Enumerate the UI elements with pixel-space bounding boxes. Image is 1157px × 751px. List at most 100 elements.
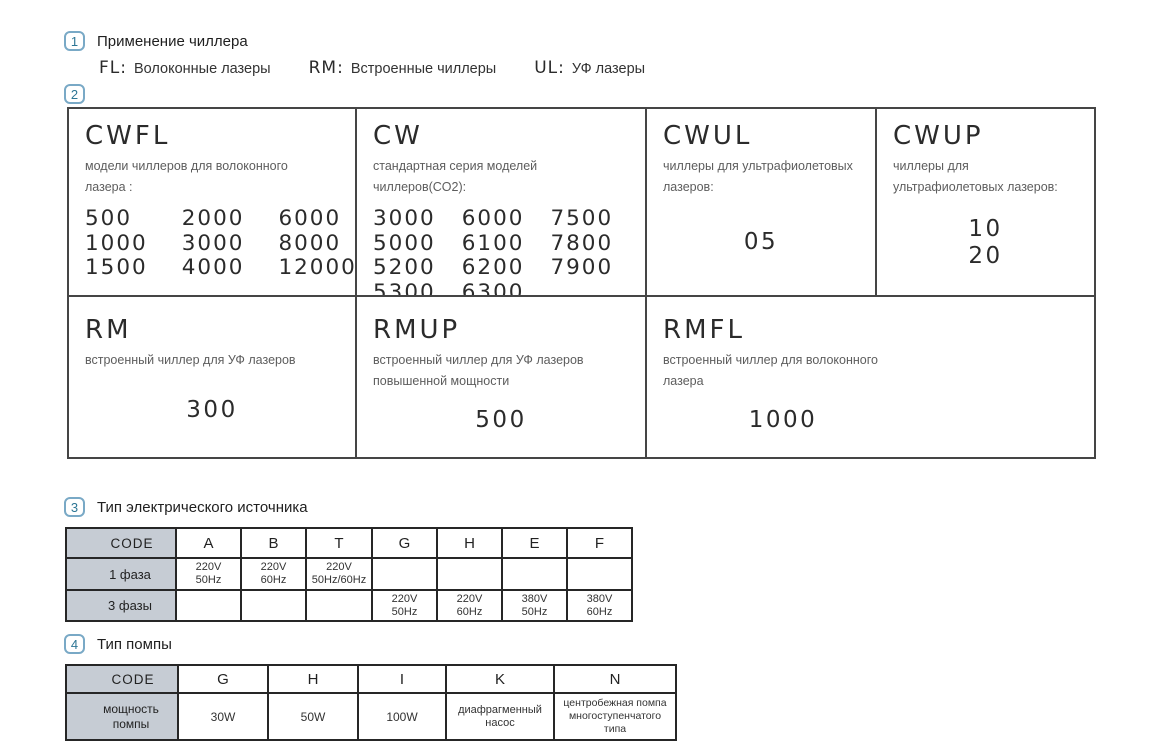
model-numbers-cwfl: 500 1000 1500 2000 3000 4000 6000 8000 1… [85, 206, 355, 281]
power-table-corner: CODE [65, 527, 177, 559]
model-name-cwfl: CWFL [85, 121, 171, 151]
power-code-f: F [566, 527, 633, 559]
model-number: 5200 [373, 255, 436, 280]
model-numbers-rm: 300 [85, 371, 339, 449]
pump-code-k: K [445, 664, 555, 694]
power-code-g: G [371, 527, 438, 559]
model-number-column: 6000 8000 12000 [278, 206, 357, 281]
power-code-a: A [175, 527, 242, 559]
section3-header: 3 Тип электрического источника [64, 497, 308, 517]
power-value: 220V 50Hz/60Hz [305, 557, 373, 591]
power-table-header-row: CODE A B T G H E F [65, 527, 633, 559]
model-number-column: 500 1000 1500 [85, 206, 148, 281]
model-number: 6000 [278, 206, 342, 231]
model-number: 3000 [181, 230, 245, 256]
legend-code-rm: RM: [308, 58, 344, 78]
model-numbers-rmup: 500 [373, 392, 629, 449]
model-number: 05 [743, 229, 779, 255]
model-number-column: 2000 3000 4000 [181, 206, 245, 281]
model-desc-rmfl: встроенный чиллер для волоконного лазера [663, 353, 878, 388]
model-number: 3000 [373, 206, 436, 231]
model-desc-cwul: чиллеры для ультрафиолетовых лазеров: [663, 159, 853, 194]
legend-item-rm: RM: Встроенные чиллеры [309, 58, 497, 78]
model-number: 6100 [461, 230, 525, 256]
legend-code-fl: FL: [99, 58, 127, 78]
power-row-label-1phase: 1 фаза [65, 557, 177, 591]
pump-value-centrifugal: центробежная помпа многоступенчатого тип… [553, 692, 677, 741]
section4-header: 4 Тип помпы [64, 634, 172, 654]
model-grid-row-bottom: RM встроенный чиллер для УФ лазеров 300 … [69, 297, 1094, 457]
model-cell-rm: RM встроенный чиллер для УФ лазеров 300 [69, 297, 357, 457]
power-code-h: H [436, 527, 503, 559]
section2-number-badge: 2 [64, 84, 85, 104]
model-cell-cwul: CWUL чиллеры для ультрафиолетовых лазеро… [647, 109, 877, 295]
section1-number-badge: 1 [64, 31, 85, 51]
model-number: 20 [968, 242, 1003, 269]
model-number-column: 7500 7800 7900 [550, 206, 614, 295]
power-row-label-3phase: 3 фазы [65, 589, 177, 622]
power-value [371, 557, 438, 591]
model-number: 5300 [373, 279, 436, 295]
section4-title: Тип помпы [97, 635, 172, 653]
model-number: 5000 [373, 230, 436, 256]
model-number: 1500 [85, 255, 148, 280]
model-numbers-cwup: 10 20 [893, 198, 1078, 287]
pump-table-header-row: CODE G H I K N [65, 664, 677, 694]
model-numbers-cwul: 05 [663, 198, 859, 287]
model-name-rm: RM [85, 315, 132, 345]
model-number: 4000 [181, 255, 245, 280]
model-number: 6300 [461, 279, 525, 295]
pump-value-50w: 50W [267, 692, 359, 741]
pump-power-row: мощность помпы 30W 50W 100W диафрагменны… [65, 692, 677, 741]
model-number: 500 [475, 407, 527, 433]
model-number: 7900 [550, 255, 614, 280]
power-value: 220V 50Hz [175, 557, 242, 591]
section2-header: 2 [64, 84, 85, 104]
section3-title: Тип электрического источника [97, 498, 308, 516]
pump-value-diaphragm: диафрагменный насос [445, 692, 555, 741]
pump-code-g: G [177, 664, 269, 694]
section1-header: 1 Применение чиллера [64, 31, 248, 51]
model-name-cwup: CWUP [893, 121, 984, 151]
legend-label-ul: УФ лазеры [571, 61, 646, 77]
model-cell-rmfl: RMFL встроенный чиллер для волоконного л… [647, 297, 1094, 457]
model-desc-rm: встроенный чиллер для УФ лазеров [85, 353, 296, 367]
model-number: 1000 [85, 230, 148, 256]
pump-value-30w: 30W [177, 692, 269, 741]
power-value [501, 557, 568, 591]
pump-code-n: N [553, 664, 677, 694]
model-number-column: 6000 6100 6200 6300 [461, 206, 525, 295]
model-number: 7800 [550, 230, 614, 256]
model-desc-cwfl: модели чиллеров для волоконного лазера : [85, 159, 288, 194]
legend-item-ul: UL: УФ лазеры [534, 58, 645, 78]
power-value: 380V 60Hz [566, 589, 633, 622]
section3-number-badge: 3 [64, 497, 85, 517]
legend-label-fl: Волоконные лазеры [133, 61, 271, 77]
application-legend: FL: Волоконные лазеры RM: Встроенные чил… [99, 58, 645, 78]
power-row-3phase: 3 фазы 220V 50Hz 220V 60Hz 380V 50Hz 380… [65, 589, 633, 622]
pump-row-label: мощность помпы [65, 692, 179, 741]
power-value [436, 557, 503, 591]
model-cell-cwup: CWUP чиллеры для ультрафиолетовых лазеро… [877, 109, 1094, 295]
power-value [240, 589, 307, 622]
power-value: 380V 50Hz [501, 589, 568, 622]
model-number: 500 [85, 206, 133, 231]
model-number: 2000 [181, 206, 245, 231]
model-number-column: 3000 5000 5200 5300 [373, 206, 436, 295]
pump-type-table: CODE G H I K N мощность помпы 30W 50W 10… [65, 664, 677, 741]
model-name-cw: CW [373, 121, 423, 151]
legend-label-rm: Встроенные чиллеры [350, 61, 497, 77]
power-code-t: T [305, 527, 373, 559]
model-number: 7500 [550, 206, 614, 231]
pump-code-i: I [357, 664, 447, 694]
power-code-e: E [501, 527, 568, 559]
power-value [175, 589, 242, 622]
model-numbers-rmfl: 1000 [663, 392, 1078, 449]
model-numbers-cw: 3000 5000 5200 5300 6000 6100 6200 6300 … [373, 206, 629, 295]
model-desc-rmup: встроенный чиллер для УФ лазеров повышен… [373, 353, 584, 388]
section4-number-badge: 4 [64, 634, 85, 654]
section1-title: Применение чиллера [97, 32, 248, 50]
model-number: 12000 [278, 255, 357, 280]
model-name-cwul: CWUL [663, 121, 753, 151]
